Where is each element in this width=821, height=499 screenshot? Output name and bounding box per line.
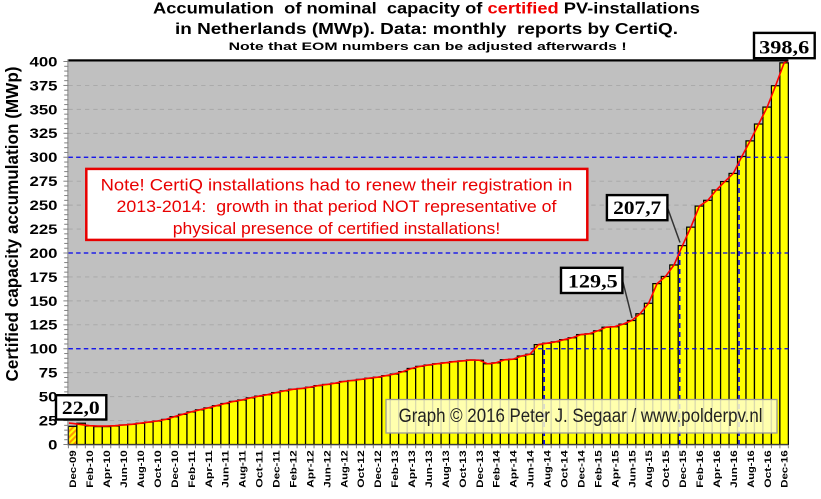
svg-text:Jun-11: Jun-11 — [221, 449, 232, 487]
svg-text:Dec-13: Dec-13 — [475, 450, 486, 488]
svg-text:Oct-13: Oct-13 — [458, 450, 469, 488]
svg-text:Aug-15: Aug-15 — [644, 449, 655, 487]
svg-text:2013-2014: growth in that per: 2013-2014: growth in that period NOT rep… — [117, 198, 558, 216]
svg-text:Aug-11: Aug-11 — [238, 449, 249, 487]
svg-text:Apr-16: Apr-16 — [712, 450, 723, 488]
svg-text:Jun-12: Jun-12 — [322, 450, 333, 488]
svg-text:Accumulation of nominal capa: Accumulation of nominal capacity of — [153, 1, 488, 18]
svg-text:375: 375 — [30, 77, 58, 93]
svg-text:in Netherlands (MWp). Data: mo: in Netherlands (MWp). Data: monthly repo… — [175, 21, 678, 38]
svg-text:22,0: 22,0 — [62, 398, 100, 419]
svg-text:PV-installations: PV-installations — [559, 1, 701, 18]
svg-text:Dec-14: Dec-14 — [576, 449, 587, 487]
svg-text:Aug-13: Aug-13 — [441, 450, 452, 488]
svg-text:Apr-12: Apr-12 — [305, 450, 316, 488]
svg-text:Feb-16: Feb-16 — [695, 450, 706, 488]
svg-text:Aug-14: Aug-14 — [543, 449, 554, 487]
svg-text:200: 200 — [30, 245, 58, 261]
svg-text:Dec-12: Dec-12 — [373, 450, 384, 488]
svg-text:175: 175 — [30, 269, 58, 285]
svg-text:Feb-11: Feb-11 — [187, 449, 198, 487]
svg-text:129,5: 129,5 — [568, 271, 618, 292]
svg-text:400: 400 — [30, 53, 58, 69]
svg-text:Dec-15: Dec-15 — [678, 449, 689, 487]
svg-text:Dec-10: Dec-10 — [170, 450, 181, 488]
svg-text:Note! CertiQ installations had: Note! CertiQ installations had to renew … — [101, 176, 573, 194]
svg-text:Apr-11: Apr-11 — [204, 449, 215, 487]
svg-text:325: 325 — [30, 125, 58, 141]
svg-text:Oct-10: Oct-10 — [153, 450, 164, 488]
svg-text:Graph © 2016 Peter J. Segaar /: Graph © 2016 Peter J. Segaar / www.polde… — [399, 406, 763, 427]
svg-text:25: 25 — [39, 412, 58, 428]
svg-text:75: 75 — [39, 365, 58, 381]
svg-text:Dec-11: Dec-11 — [272, 449, 283, 487]
svg-text:Feb-14: Feb-14 — [492, 449, 503, 487]
svg-text:Jun-14: Jun-14 — [526, 449, 537, 487]
svg-text:Apr-14: Apr-14 — [509, 449, 520, 487]
svg-text:Jun-16: Jun-16 — [729, 450, 740, 488]
svg-text:Jun-10: Jun-10 — [119, 450, 130, 488]
svg-text:physical presence of certified: physical presence of certified installat… — [173, 220, 500, 238]
svg-text:Jun-15: Jun-15 — [627, 449, 638, 487]
svg-text:Oct-12: Oct-12 — [356, 450, 367, 488]
svg-text:150: 150 — [30, 293, 58, 309]
svg-text:Feb-15: Feb-15 — [593, 449, 604, 487]
svg-text:Apr-10: Apr-10 — [102, 450, 113, 488]
svg-text:Apr-15: Apr-15 — [610, 449, 621, 487]
svg-text:275: 275 — [30, 173, 58, 189]
svg-text:Aug-10: Aug-10 — [136, 450, 147, 488]
svg-text:50: 50 — [39, 389, 58, 405]
svg-text:Jun-13: Jun-13 — [424, 450, 435, 488]
svg-text:125: 125 — [30, 317, 58, 333]
svg-text:300: 300 — [30, 149, 58, 165]
svg-text:Feb-12: Feb-12 — [288, 450, 299, 488]
svg-text:Aug-16: Aug-16 — [746, 450, 757, 488]
svg-text:Certified capacity accumulatio: Certified capacity accumulation (MWp) — [2, 67, 22, 382]
svg-text:Oct-15: Oct-15 — [661, 449, 672, 487]
svg-text:certified: certified — [488, 1, 559, 18]
svg-text:398,6: 398,6 — [759, 37, 809, 58]
svg-text:Oct-11: Oct-11 — [255, 449, 266, 487]
svg-text:Feb-10: Feb-10 — [85, 450, 96, 488]
svg-text:207,7: 207,7 — [613, 198, 662, 219]
svg-text:0: 0 — [48, 436, 58, 452]
svg-text:Apr-13: Apr-13 — [407, 450, 418, 488]
svg-text:Aug-12: Aug-12 — [339, 450, 350, 488]
svg-text:Dec-09: Dec-09 — [68, 450, 79, 488]
svg-text:Oct-14: Oct-14 — [560, 449, 571, 487]
svg-text:250: 250 — [30, 197, 58, 213]
svg-text:350: 350 — [30, 101, 58, 117]
svg-text:Note that EOM numbers can be a: Note that EOM numbers can be adjusted af… — [229, 41, 627, 53]
svg-text:225: 225 — [30, 221, 58, 237]
svg-text:Dec-16: Dec-16 — [780, 450, 791, 488]
svg-text:Oct-16: Oct-16 — [763, 450, 774, 488]
svg-text:Feb-13: Feb-13 — [390, 450, 401, 488]
svg-text:100: 100 — [30, 341, 58, 357]
